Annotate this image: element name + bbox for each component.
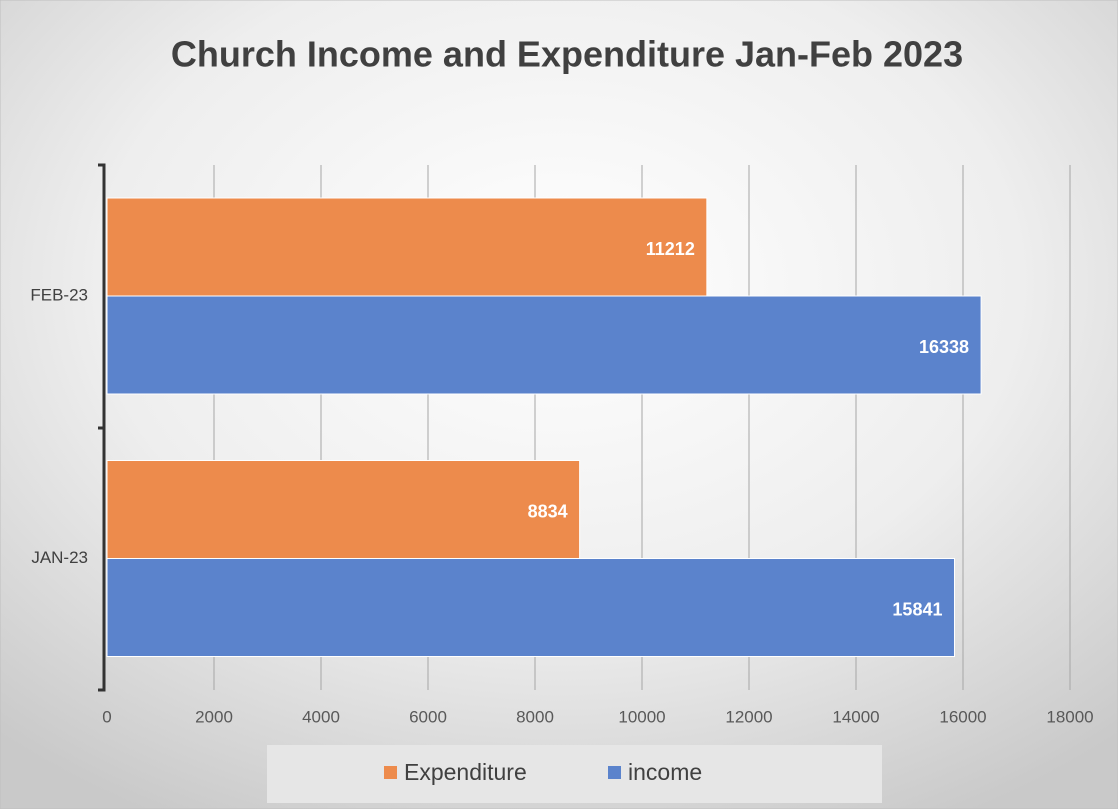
data-label: 8834 [528, 501, 568, 521]
bar [106, 460, 581, 559]
x-tick-label: 16000 [939, 707, 986, 726]
x-tick-label: 0 [102, 707, 111, 726]
bar [106, 197, 708, 297]
data-label: 15841 [892, 599, 942, 619]
legend-swatch [608, 766, 621, 779]
legend-label: income [628, 759, 702, 785]
x-tick-label: 14000 [832, 707, 879, 726]
x-tick-label: 12000 [725, 707, 772, 726]
legend-box [267, 745, 882, 803]
x-tick-label: 2000 [195, 707, 233, 726]
data-label: 11212 [646, 239, 695, 259]
category-axis [98, 163, 106, 692]
data-label: 16338 [919, 337, 969, 357]
x-tick-label: 6000 [409, 707, 447, 726]
x-tick-label: 8000 [516, 707, 554, 726]
x-tick-label: 4000 [302, 707, 340, 726]
bar [106, 295, 982, 395]
x-tick-label: 10000 [618, 707, 665, 726]
legend-label: Expenditure [404, 759, 527, 785]
y-tick-label: FEB-23 [30, 286, 88, 305]
y-tick-label: JAN-23 [31, 548, 88, 567]
legend-swatch [384, 766, 397, 779]
chart-title: Church Income and Expenditure Jan-Feb 20… [171, 34, 963, 75]
x-tick-label: 18000 [1046, 707, 1093, 726]
bar [106, 558, 955, 657]
